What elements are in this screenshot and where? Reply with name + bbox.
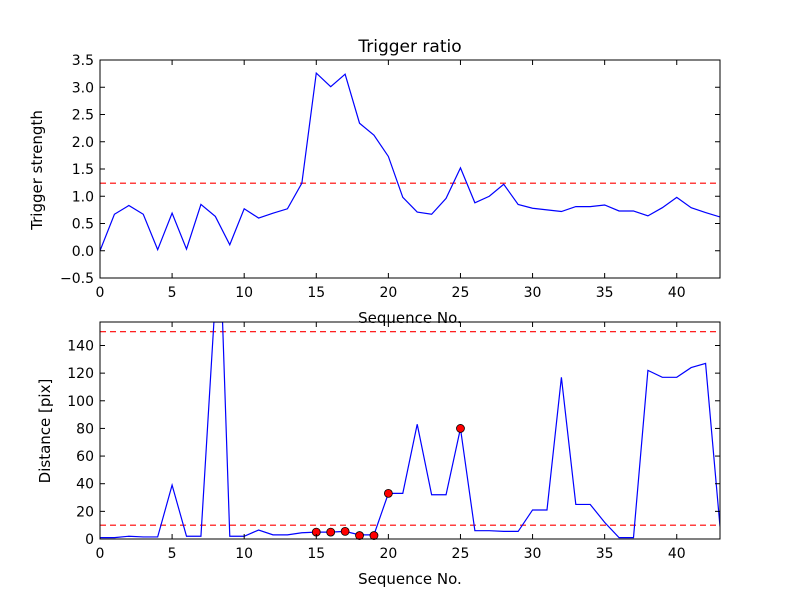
x-tick-label: 25 <box>452 285 470 301</box>
data-point-marker <box>456 424 465 433</box>
y-tick-label: 60 <box>76 449 94 465</box>
plot-area <box>100 322 720 539</box>
y-tick-label: 40 <box>76 477 94 493</box>
y-tick-label: 0 <box>85 532 94 548</box>
x-tick-label: 0 <box>96 285 105 301</box>
y-tick-label: 1.5 <box>72 162 94 178</box>
data-point-marker <box>355 531 364 540</box>
series-line <box>100 71 720 252</box>
y-tick-label: 2.5 <box>72 108 94 124</box>
x-tick-label: 15 <box>307 546 325 562</box>
y-axis-label: Distance [pix] <box>36 379 54 484</box>
y-tick-label: 0.5 <box>72 217 94 233</box>
y-tick-label: 120 <box>67 366 94 382</box>
x-tick-label: 20 <box>379 285 397 301</box>
data-point-marker <box>326 527 336 537</box>
x-tick-label: 5 <box>168 546 177 562</box>
x-tick-label: 20 <box>379 546 397 562</box>
plot-area <box>100 71 720 252</box>
chart-title: Trigger ratio <box>357 37 461 57</box>
x-tick-label: 5 <box>168 285 177 301</box>
y-tick-label: 2.0 <box>72 135 94 151</box>
distance-panel: Sequence No. Distance [pix] 0 5 10 15 20 25 30… <box>36 321 721 588</box>
x-tick-label: 35 <box>596 546 614 562</box>
y-tick-label: 140 <box>67 338 94 354</box>
x-tick-label: 40 <box>668 285 686 301</box>
x-tick-label: 40 <box>668 546 686 562</box>
x-axis-label: Sequence No. <box>358 570 462 588</box>
x-tick-label: 35 <box>596 285 614 301</box>
trigger-ratio-panel: Trigger ratio Sequence No. Trigger stren… <box>28 37 721 327</box>
data-point-marker <box>369 531 379 540</box>
series-line <box>100 322 720 539</box>
x-tick-label: 10 <box>235 546 253 562</box>
data-point-marker <box>340 526 350 536</box>
y-tick-label: 80 <box>76 421 94 437</box>
x-tick-label: 25 <box>452 546 470 562</box>
x-tick-label: 15 <box>307 285 325 301</box>
x-tick-label: 30 <box>524 546 542 562</box>
y-tick-label: 3.0 <box>72 80 94 96</box>
x-tick-label: 30 <box>524 285 542 301</box>
y-tick-label: 20 <box>76 504 94 520</box>
y-tick-label: 0.0 <box>72 244 94 260</box>
axes-frame <box>99 321 721 540</box>
x-tick-label: 0 <box>96 546 105 562</box>
x-axis-label: Sequence No. <box>358 309 462 327</box>
x-tick-label: 10 <box>235 285 253 301</box>
data-point-marker <box>383 488 393 498</box>
y-tick-label: 1.0 <box>72 189 94 205</box>
y-tick-label: 100 <box>67 394 94 410</box>
y-axis-label: Trigger strength <box>28 110 46 231</box>
y-tick-label: −0.5 <box>60 271 94 287</box>
y-tick-label: 3.5 <box>72 53 94 69</box>
